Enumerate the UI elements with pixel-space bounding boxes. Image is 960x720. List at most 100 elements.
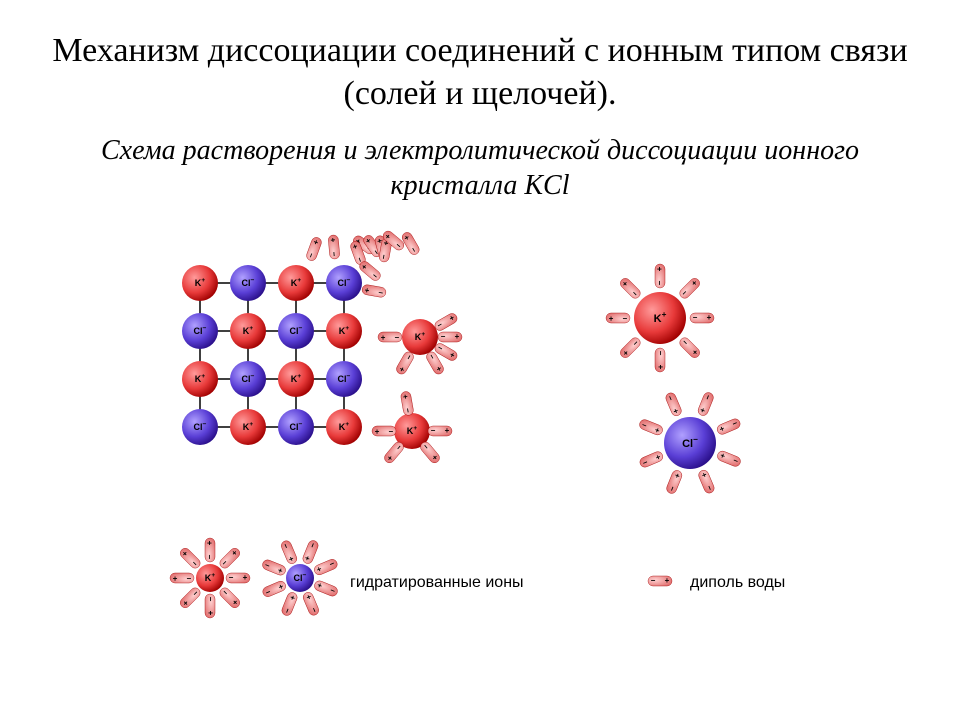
svg-text:диполь воды: диполь воды [690,574,785,591]
svg-text:+: + [243,573,248,582]
water-dipole: +− [716,417,742,436]
water-dipole: −+ [372,426,396,436]
diagram-container: K+ Cl− K+ Cl− Cl− K+ Cl− K+ K+ Cl− K+ Cl− Cl− K+ Cl− K+… [40,223,920,663]
svg-text:−: − [441,332,446,341]
water-dipole: −+ [205,538,215,562]
water-dipole: +− [313,579,339,597]
svg-text:−: − [655,280,664,285]
slide-subtitle: Схема растворения и электролитической ди… [40,133,920,203]
attacking-dipoles: −+−+−+−+−+−+−+−+−+−+−+ [305,229,421,298]
svg-text:гидратированные ионы: гидратированные ионы [350,574,524,591]
svg-text:−: − [651,576,656,585]
water-dipole: +− [261,580,287,599]
k-ion: K+ [326,313,362,349]
svg-text:−: − [656,351,665,356]
dissociation-diagram: K+ Cl− K+ Cl− Cl− K+ Cl− K+ K+ Cl− K+ Cl− Cl− K+ Cl− K+… [100,223,860,663]
k-ion: K+ [634,292,686,344]
water-dipole: +− [280,591,298,617]
water-dipole: +− [638,418,664,436]
k-ion: K+ [196,564,224,592]
water-dipole: −+ [205,594,215,618]
detaching-k: K+−+−+−+−+−+−+ [378,312,462,376]
cl-ion: Cl− [278,313,314,349]
water-dipole: −+ [690,313,714,323]
hydrated-cl: Cl−+−+−+−+−+−+−+−+− [638,391,742,495]
water-dipole: −+ [305,236,323,262]
water-dipole: −+ [170,573,194,583]
svg-text:+: + [608,314,613,323]
svg-text:+: + [205,540,214,545]
svg-text:−: − [186,574,191,583]
water-dipole: −+ [438,332,462,342]
slide: Механизм диссоциации соединений с ионным… [0,0,960,720]
cl-ion: Cl− [278,409,314,445]
cl-ion: Cl− [664,417,716,469]
svg-text:+: + [455,332,460,341]
svg-text:+: + [655,266,664,271]
slide-title: Механизм диссоциации соединений с ионным… [40,30,920,115]
k-ion: K+ [182,265,218,301]
svg-text:+: + [445,426,450,435]
svg-text:−: − [229,573,234,582]
svg-text:−: − [388,427,393,436]
water-dipole: +− [313,558,339,577]
water-dipole: −+ [378,332,402,342]
water-dipole: −+ [428,426,452,436]
water-dipole: −+ [418,440,441,465]
water-dipole: +− [664,391,683,417]
svg-text:−: − [205,554,214,559]
water-dipole: −+ [226,573,250,583]
water-dipole: −+ [382,440,405,465]
svg-text:−: − [693,313,698,322]
water-dipole: −+ [606,313,630,323]
svg-text:+: + [380,333,385,342]
legend-hydrated: K+−+−+−+−+−+−+−+−+Cl−+−+−+−+−+−+−+−+−гид… [170,538,524,618]
cl-ion: Cl− [326,361,362,397]
water-dipole: +− [665,469,683,495]
cl-ion: Cl− [230,265,266,301]
cl-ion: Cl− [286,564,314,592]
water-dipole: −+ [400,391,414,416]
svg-text:+: + [374,427,379,436]
hydrated-k: K+−+−+−+−+−+−+−+−+ [606,264,714,372]
svg-text:+: + [665,576,670,585]
svg-text:−: − [394,333,399,342]
k-ion: K+ [230,313,266,349]
water-dipole: −+ [178,586,202,610]
water-dipole: +− [697,391,715,417]
k-ion: K+ [278,265,314,301]
water-dipole: −+ [655,348,665,372]
k-ion: K+ [230,409,266,445]
k-ion: K+ [402,319,438,355]
cl-ion: Cl− [326,265,362,301]
cl-ion: Cl− [230,361,266,397]
water-dipole: −+ [678,276,702,300]
legend-dipole: −+ диполь воды [648,574,785,591]
water-dipole: +− [697,469,716,495]
k-ion: K+ [326,409,362,445]
kcl-lattice: K+Cl−K+Cl−Cl−K+Cl−K+K+Cl−K+Cl−Cl−K+Cl−K+ [182,265,362,445]
k-ion: K+ [278,361,314,397]
cl-ion: Cl− [182,409,218,445]
water-dipole: −+ [618,276,642,300]
svg-text:+: + [707,313,712,322]
svg-text:−: − [622,314,627,323]
water-dipole: +− [301,539,319,565]
water-dipole: −+ [648,576,672,586]
water-dipole: +− [638,450,664,469]
svg-text:+: + [656,365,665,370]
water-dipole: +− [716,450,742,468]
water-dipole: +− [280,539,299,565]
svg-text:+: + [206,611,215,616]
water-dipole: −+ [218,586,242,610]
svg-text:−: − [206,597,215,602]
k-ion: K+ [182,361,218,397]
water-dipole: −+ [328,235,340,260]
svg-text:−: − [431,426,436,435]
svg-text:+: + [172,574,177,583]
water-dipole: −+ [618,336,642,360]
water-dipole: −+ [218,546,242,570]
detaching-k-2: K+−+−+−+−+−+ [372,391,452,465]
water-dipole: −+ [178,546,202,570]
water-dipole: +− [261,558,287,576]
